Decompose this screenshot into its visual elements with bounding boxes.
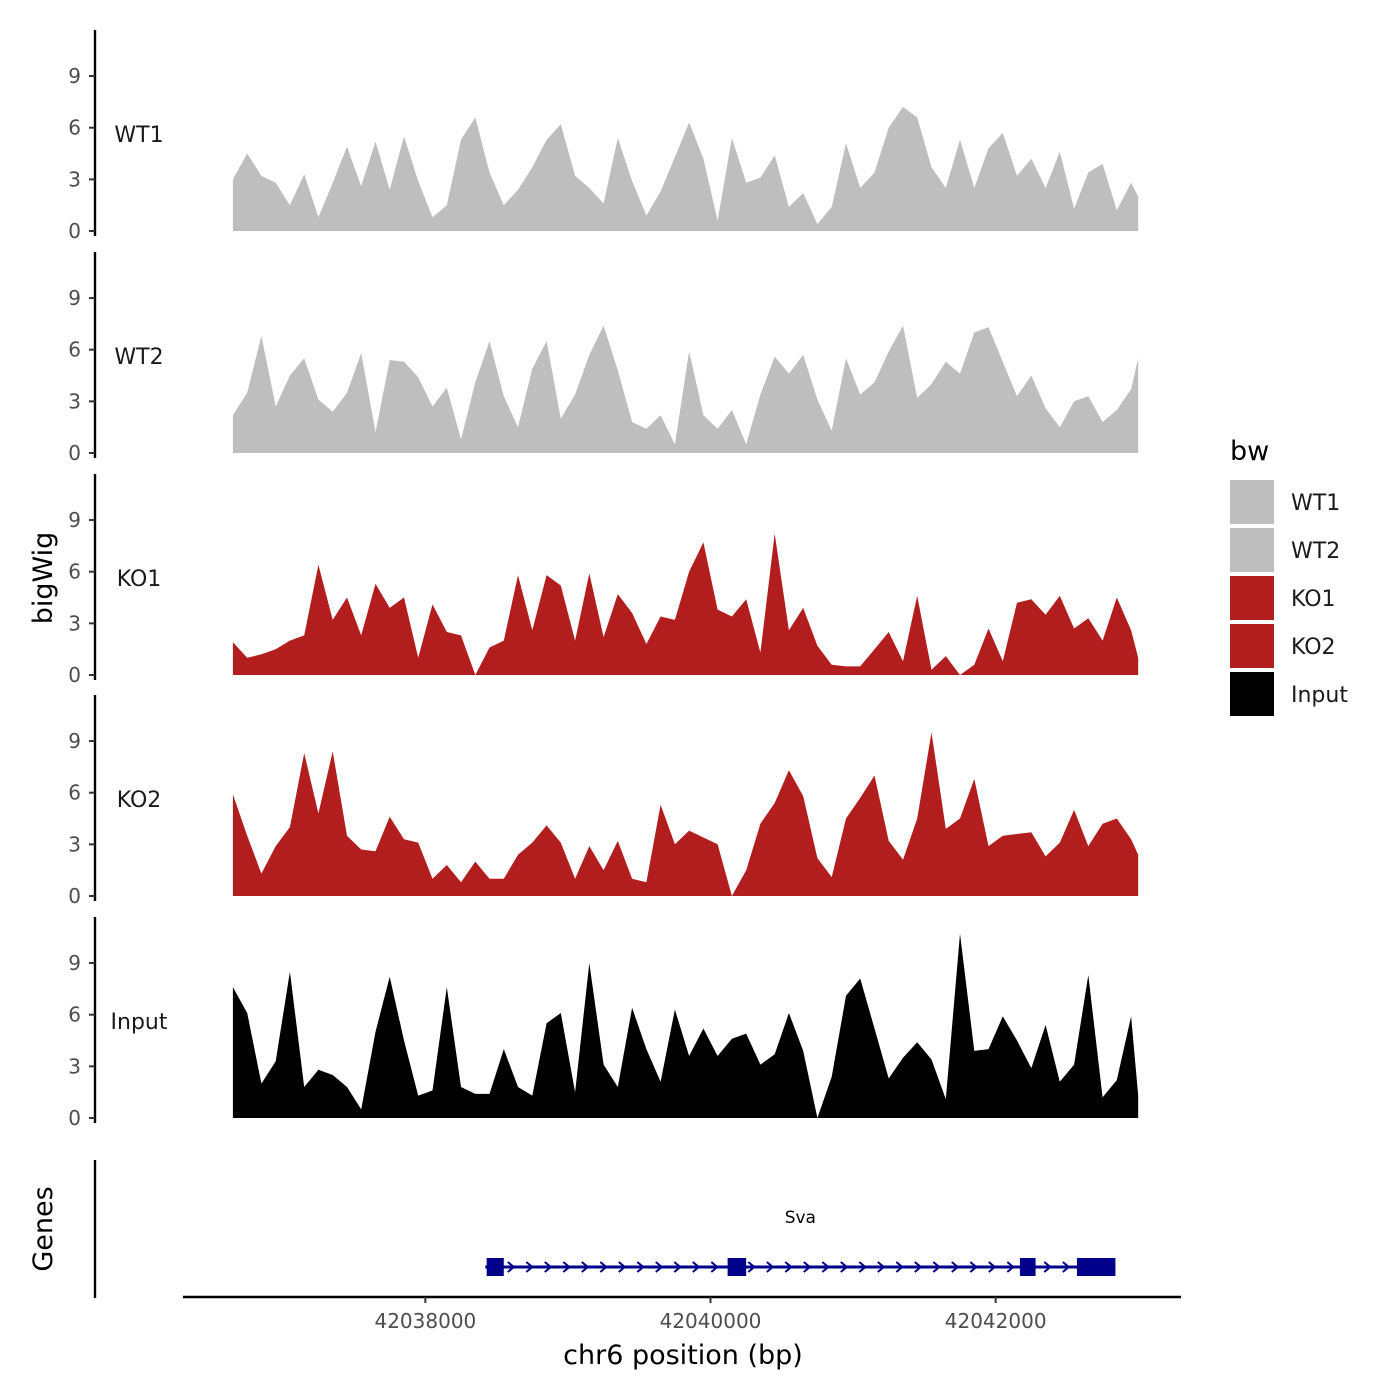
x-tick-label: 42040000 [660, 1309, 762, 1333]
strand-arrow [803, 1261, 812, 1273]
strand-arrow [710, 1261, 719, 1273]
y-tick-label: 3 [68, 389, 81, 413]
legend-key-input [1230, 672, 1274, 716]
coverage-area-input [232, 933, 1139, 1118]
legend-title: bw [1230, 436, 1269, 467]
y-tick-label: 0 [68, 441, 81, 465]
track-input: 0 3 6 9 Input [68, 917, 1139, 1130]
y-axis-title: bigWig [28, 532, 59, 625]
x-tick-label: 42042000 [945, 1309, 1047, 1333]
genes-track: Genes Sva [28, 1160, 1116, 1298]
genes-track-label: Genes [28, 1186, 59, 1271]
legend-key-ko1 [1230, 576, 1274, 620]
strand-arrow [581, 1261, 590, 1273]
track-wt2: 0 3 6 9 WT2 [68, 252, 1139, 465]
x-axis-title: chr6 position (bp) [563, 1340, 803, 1371]
strand-arrow [932, 1261, 941, 1273]
strand-arrow [618, 1261, 627, 1273]
y-tick-label: 9 [68, 64, 81, 88]
strand-arrow [821, 1261, 830, 1273]
y-tick-label: 9 [68, 286, 81, 310]
y-tick-label: 0 [68, 219, 81, 243]
y-tick-label: 3 [68, 1054, 81, 1078]
strand-arrow [1043, 1261, 1052, 1273]
strand-arrow [655, 1261, 664, 1273]
strand-arrow [877, 1261, 886, 1273]
y-tick-label: 3 [68, 832, 81, 856]
coverage-area-ko2 [232, 732, 1139, 896]
y-tick-label: 6 [68, 116, 81, 140]
legend-key-ko2 [1230, 624, 1274, 668]
x-tick-label: 42038000 [374, 1309, 476, 1333]
legend-label-wt1: WT1 [1291, 491, 1340, 516]
track-wt1: 0 3 6 9 WT1 [68, 30, 1139, 243]
legend-label-ko1: KO1 [1291, 587, 1336, 612]
track-label: Input [111, 1010, 168, 1035]
track-label: KO2 [117, 788, 162, 813]
strand-arrow [784, 1261, 793, 1273]
gene-exon [1076, 1258, 1116, 1276]
strand-arrow [895, 1261, 904, 1273]
strand-arrow [544, 1261, 553, 1273]
y-tick-label: 6 [68, 1003, 81, 1027]
strand-arrow [914, 1261, 923, 1273]
track-label: KO1 [117, 567, 162, 592]
strand-arrow [840, 1261, 849, 1273]
legend-label-wt2: WT2 [1291, 539, 1340, 564]
coverage-area-wt1 [232, 107, 1139, 231]
coverage-area-ko1 [232, 533, 1139, 675]
coverage-tracks: 0 3 6 9 WT1 0 3 6 9 WT2 0 3 6 9 KO1 0 3 6 9 KO2 0 3 6 9 Input [68, 30, 1139, 1130]
strand-arrow [1006, 1261, 1015, 1273]
y-tick-label: 9 [68, 729, 81, 753]
y-tick-label: 3 [68, 167, 81, 191]
legend-key-wt1 [1230, 480, 1274, 524]
legend: bw WT1 WT2 KO1 KO2 Input [1230, 436, 1348, 716]
legend-label-ko2: KO2 [1291, 635, 1336, 660]
gene-exon [486, 1258, 504, 1276]
y-tick-label: 6 [68, 781, 81, 805]
track-label: WT2 [114, 345, 163, 370]
y-tick-label: 0 [68, 884, 81, 908]
y-tick-label: 0 [68, 1106, 81, 1130]
strand-arrow [562, 1261, 571, 1273]
gene-exon [727, 1258, 747, 1276]
coverage-area-wt2 [232, 325, 1139, 453]
strand-arrow [507, 1261, 516, 1273]
legend-key-wt2 [1230, 528, 1274, 572]
track-ko1: 0 3 6 9 KO1 [68, 474, 1139, 687]
x-axis: 42038000 42040000 42042000 [183, 1295, 1181, 1333]
strand-arrow [858, 1261, 867, 1273]
track-ko2: 0 3 6 9 KO2 [68, 695, 1139, 908]
strand-arrow [988, 1261, 997, 1273]
y-tick-label: 0 [68, 663, 81, 687]
strand-arrow [969, 1261, 978, 1273]
strand-arrow [636, 1261, 645, 1273]
y-tick-label: 3 [68, 611, 81, 635]
y-tick-label: 9 [68, 951, 81, 975]
track-label: WT1 [114, 123, 163, 148]
y-tick-label: 6 [68, 560, 81, 584]
strand-arrow [747, 1261, 756, 1273]
strand-arrow [673, 1261, 682, 1273]
strand-arrow [951, 1261, 960, 1273]
gene-exon [1019, 1258, 1036, 1276]
strand-arrow [525, 1261, 534, 1273]
gene-name-label: Sva [785, 1208, 816, 1228]
legend-label-input: Input [1291, 683, 1348, 708]
y-tick-label: 9 [68, 508, 81, 532]
strand-arrow [599, 1261, 608, 1273]
strand-arrow [1062, 1261, 1071, 1273]
strand-arrow [766, 1261, 775, 1273]
strand-arrow [692, 1261, 701, 1273]
y-tick-label: 6 [68, 338, 81, 362]
